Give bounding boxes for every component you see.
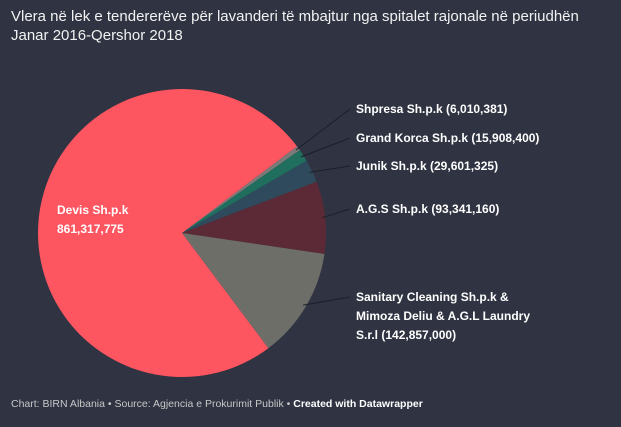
pie-slice-ags[interactable]: [182, 181, 327, 255]
slice-label-junik: Junik Sh.p.k (29,601,325): [356, 159, 498, 173]
slice-label-devis: Devis Sh.p.k 861,317,775: [57, 203, 129, 236]
pie-slice-devis[interactable]: [38, 89, 298, 378]
leader-line: [303, 296, 351, 306]
chart-footer: Chart: BIRN Albania • Source: Agjencia e…: [11, 398, 423, 410]
slice-label-ags: A.G.S Sh.p.k (93,341,160): [356, 202, 499, 216]
slice-label-sanitary: Sanitary Cleaning Sh.p.k & Mimoza Deliu &…: [356, 290, 530, 342]
pie-slice-junik[interactable]: [182, 160, 317, 233]
pie-slice-grand[interactable]: [182, 150, 307, 233]
pie-slice-shpresa[interactable]: [182, 146, 300, 233]
source: Source: Agjencia e Prokurimit Publik: [114, 398, 284, 410]
chart-title: Vlera në lek e tendererëve për lavanderi…: [11, 8, 579, 44]
leader-line: [295, 108, 351, 151]
chart-credit: Chart: BIRN Albania: [11, 398, 105, 410]
separator: •: [104, 398, 115, 410]
leader-line: [309, 165, 351, 173]
slice-label-shpresa: Shpresa Sh.p.k (6,010,381): [356, 102, 507, 116]
pie-slice-sanitary[interactable]: [182, 233, 325, 349]
slice-label-grand: Grand Korca Sh.p.k (15,908,400): [356, 131, 539, 145]
datawrapper-link[interactable]: Created with Datawrapper: [293, 398, 423, 410]
separator: •: [283, 398, 294, 410]
leader-line: [300, 137, 351, 158]
leader-line: [322, 208, 351, 219]
